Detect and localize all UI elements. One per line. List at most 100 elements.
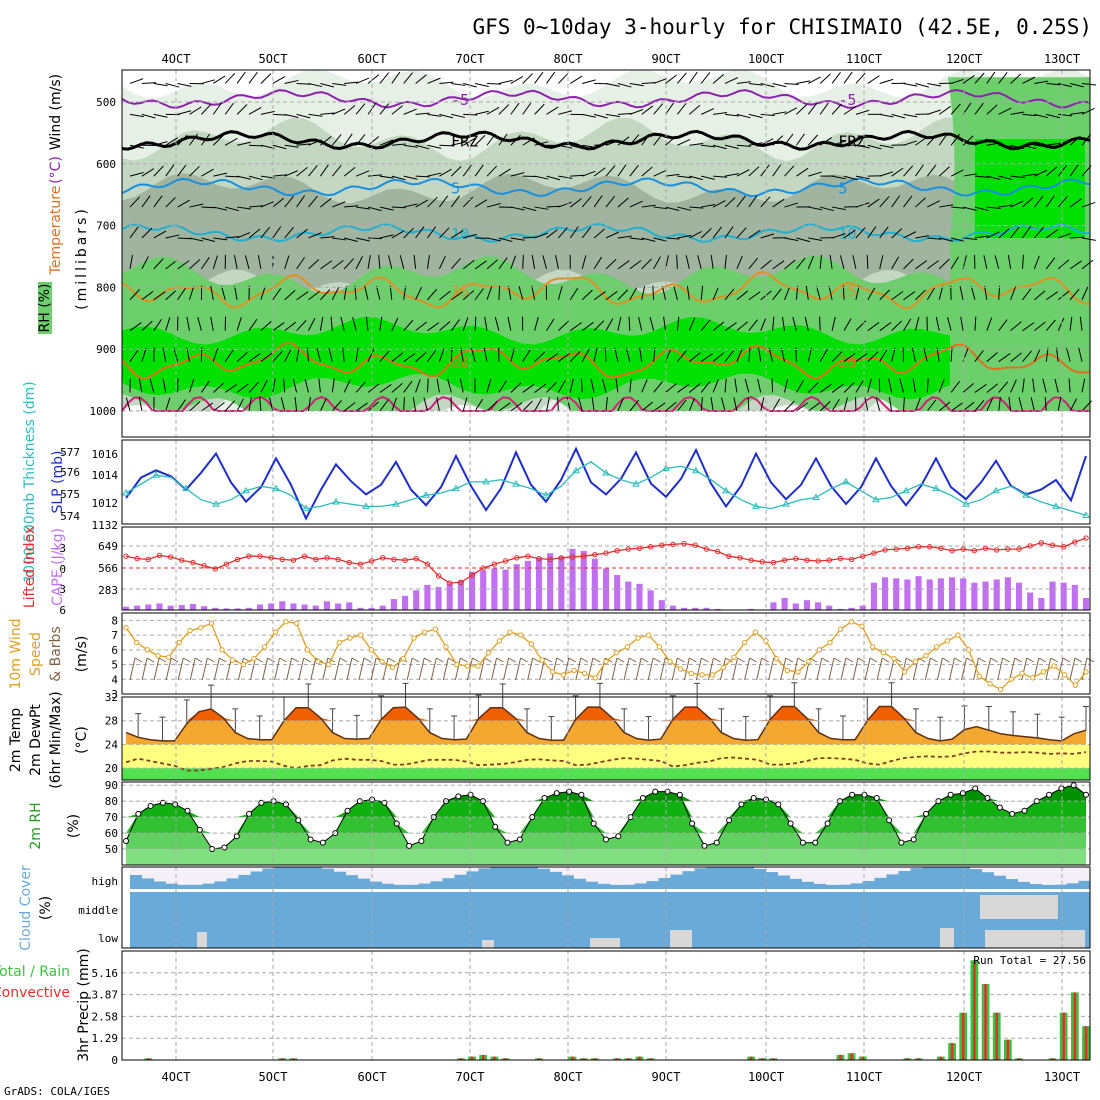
wind-barb [331, 400, 342, 412]
cape-bar [323, 601, 330, 610]
wind-barb [427, 378, 429, 393]
wind-barb [1057, 164, 1068, 177]
wind-speed-marker [1040, 669, 1047, 675]
wind-barb [581, 321, 594, 332]
wind-barb [1081, 107, 1095, 115]
lifted-index-marker [179, 557, 185, 563]
wind-barb [772, 288, 782, 301]
wind-barb [260, 175, 275, 179]
precip-labels: Total / Rain Convective 3hr Precip (mm) [0, 948, 92, 1061]
wind-barb [614, 347, 619, 362]
wind-barb [736, 81, 751, 84]
wind-barb [1081, 378, 1086, 393]
wind-barb [558, 110, 573, 115]
wind-speed-marker [1051, 663, 1057, 669]
wind-barb [367, 237, 383, 240]
wind-barb [866, 254, 869, 269]
wind-barb [784, 107, 798, 115]
wind-barb [617, 82, 632, 88]
wind-barb [744, 378, 750, 393]
temp-label-3: (6hr Min/Max) [48, 691, 64, 788]
wind-barb [713, 175, 728, 178]
cape-bar [446, 583, 453, 610]
wind-barb [1022, 378, 1025, 393]
thickness-marker [242, 486, 250, 494]
wind-barb [439, 290, 451, 301]
wind-speed-marker [475, 663, 481, 669]
wind-barb [914, 397, 921, 412]
precip-conv-bar [582, 1058, 585, 1060]
cloud-high-gap [1078, 867, 1091, 881]
temp-label-2: 2m DewPt [28, 704, 44, 776]
wind-barb [141, 82, 156, 84]
wind-barb [843, 175, 858, 181]
cloud-high-gap [190, 867, 203, 885]
wind-barb [272, 226, 282, 239]
wind-barb [962, 401, 975, 412]
surface-barb [165, 657, 172, 681]
wind-barb [808, 76, 821, 84]
wind-barb [177, 82, 192, 87]
wind-speed-marker [507, 629, 513, 635]
upper-air-ylabel: (millibars) [74, 206, 90, 310]
wind-barb [994, 255, 1000, 269]
cloud-high-gap [550, 867, 563, 872]
cape-bar [815, 602, 822, 610]
rh-marker [738, 801, 745, 808]
wind-speed-marker [368, 647, 375, 653]
wind-barb [189, 401, 201, 412]
rh-marker [1009, 810, 1016, 817]
wind-barb [248, 205, 263, 208]
wind-barb [518, 286, 524, 300]
lifted-index-marker [569, 554, 576, 560]
lifted-index-marker [335, 556, 341, 563]
wind-barb [510, 347, 515, 362]
rh-marker [541, 794, 548, 801]
wind-barb [701, 204, 716, 208]
cape-bar [457, 580, 464, 610]
isotherm-5 [121, 342, 1090, 380]
wind-barb [379, 175, 394, 179]
wind-barb [498, 257, 508, 270]
cloud-high-gap [226, 867, 239, 879]
thickness-marker [842, 477, 850, 485]
rh-marker [319, 839, 326, 846]
surface-barb [780, 657, 787, 681]
rh-area-3 [126, 785, 1086, 818]
thickness-marker [512, 480, 520, 487]
cape-bar [1015, 582, 1023, 610]
wind-barb [757, 378, 762, 393]
precip-conv-bar [772, 1058, 775, 1060]
wind-barb [713, 112, 728, 115]
wind-speed-marker [133, 639, 140, 646]
wind-barb [474, 82, 489, 88]
surface-barb-flag [954, 657, 962, 663]
wind-barb [213, 206, 228, 211]
cloud-high-gap [790, 867, 803, 879]
wind-barb [153, 318, 163, 331]
wind-barb [439, 227, 450, 239]
wind-barb [1010, 226, 1020, 239]
wind-barb [712, 321, 725, 332]
wind-barb [129, 144, 144, 149]
wind-barb [685, 255, 690, 269]
wind-barb [962, 173, 977, 177]
wind-barb [748, 195, 758, 208]
cape-bar [312, 605, 319, 610]
wind-barb [403, 144, 418, 148]
wind-barb [272, 76, 286, 84]
wind-barb [867, 75, 880, 84]
lifted-index-marker [458, 579, 464, 586]
surface-barb-flag [556, 657, 565, 663]
thickness-marker [812, 493, 820, 500]
thickness-marker [302, 504, 310, 512]
wind-barb [843, 397, 848, 412]
wind-barb [831, 398, 840, 412]
lifted-index-marker [848, 556, 855, 563]
wind-barb [153, 291, 166, 301]
wind-barb [236, 232, 251, 239]
rh-marker [812, 839, 819, 846]
wind-barb [201, 79, 216, 84]
wind-barb [498, 237, 513, 243]
